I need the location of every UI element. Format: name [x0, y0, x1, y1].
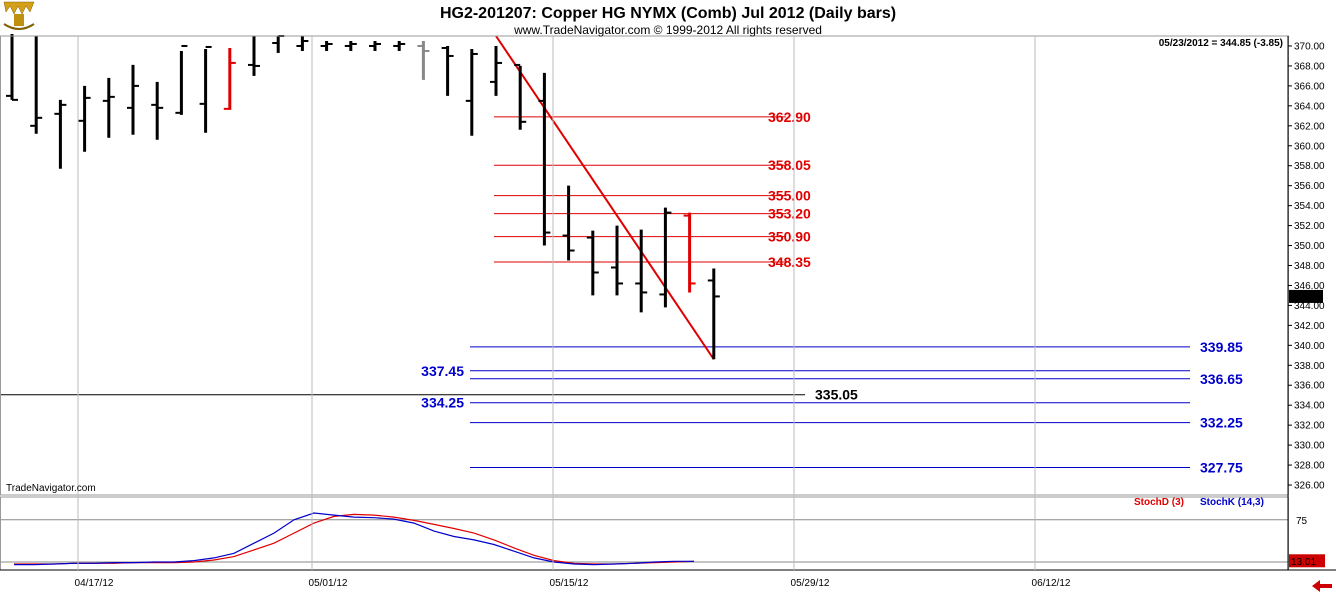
price-level-label: 358.05: [768, 157, 811, 173]
x-tick-label: 06/12/12: [1032, 578, 1071, 589]
price-plot: 362.90 358.05 355.00 353.20 350.90 348.35 339.…: [0, 34, 1243, 476]
ohlc-bar: [538, 72, 551, 246]
ohlc-bar: [369, 40, 381, 51]
ohlc-bar: [514, 63, 527, 130]
y-tick-label: 328.00: [1294, 461, 1325, 472]
ohlc-bar: [393, 40, 406, 51]
y-tick-label: 340.00: [1294, 341, 1325, 352]
ohlc-bar: [344, 40, 357, 51]
y-tick-label: 326.00: [1294, 481, 1325, 492]
anchor-logo-icon: [3, 1, 35, 30]
y-tick-label: 348.00: [1294, 261, 1325, 272]
ohlc-bar: [465, 48, 478, 136]
ohlc-bar: [175, 44, 188, 115]
ohlc-bar: [683, 212, 696, 293]
stoch-series-line: [14, 512, 694, 566]
price-panel-frame: [0, 35, 1289, 496]
y-tick-label: 352.00: [1294, 221, 1325, 232]
y-tick-label: 368.00: [1294, 61, 1325, 72]
labels: HG2-201207: Copper HG NYMX (Comb) Jul 20…: [6, 5, 1283, 494]
ohlc-bar: [199, 45, 212, 133]
ohlc-bar: [707, 268, 720, 360]
price-level-label: 335.05: [815, 387, 858, 403]
ohlc-bar: [151, 81, 164, 140]
watermark: TradeNavigator.com: [6, 483, 96, 494]
ohlc-bar: [611, 225, 623, 296]
price-level-label: 334.25: [421, 395, 464, 411]
stoch-series-line: [14, 513, 695, 565]
y-tick-label: 356.00: [1294, 181, 1325, 192]
ohlc-bar: [635, 229, 648, 313]
stoch-legend-label: StochD (3): [1134, 497, 1184, 508]
ohlc-bar: [659, 207, 672, 308]
price-level-label: 327.75: [1200, 460, 1243, 476]
stochastic-plot: StochD (3) StochK (14,3): [0, 497, 1288, 566]
y-tick-label: 358.00: [1294, 161, 1325, 172]
arrow-shape: [1312, 580, 1332, 592]
y-tick-label: 346.00: [1294, 281, 1325, 292]
price-level-label: 362.90: [768, 109, 811, 125]
price-level-label: 332.25: [1200, 415, 1243, 431]
y-tick-label: 354.00: [1294, 201, 1325, 212]
stoch-legend-label: StochK (14,3): [1200, 497, 1264, 508]
chart-title: HG2-201207: Copper HG NYMX (Comb) Jul 20…: [440, 5, 896, 22]
ohlc-bar: [320, 40, 333, 51]
ohlc-bar: [417, 40, 430, 80]
price-level-label: 336.65: [1200, 371, 1243, 387]
ohlc-bar: [296, 36, 309, 51]
price-level-label: 350.90: [768, 229, 811, 245]
x-tick-label: 05/29/12: [791, 578, 830, 589]
ohlc-bar: [586, 230, 599, 296]
price-level-label: 339.85: [1200, 339, 1243, 355]
stoch-last-label: 13.01: [1291, 557, 1316, 568]
stoch-last-box: [1289, 554, 1325, 568]
y-tick-label: 336.00: [1294, 381, 1325, 392]
ohlc-bar: [6, 34, 18, 101]
y-tick-label: 350.00: [1294, 241, 1325, 252]
ohlc-bar: [272, 35, 285, 53]
scroll-left-arrow-icon: [1312, 580, 1332, 592]
ohlc-bar: [223, 47, 236, 110]
y-tick-label: 334.00: [1294, 401, 1325, 412]
y-tick-label: 366.00: [1294, 81, 1325, 92]
ohlc-bar: [441, 45, 454, 96]
x-tick-label: 05/15/12: [550, 578, 589, 589]
y-tick-label: 370.00: [1294, 41, 1325, 52]
y-tick-label: 364.00: [1294, 101, 1325, 112]
axes: 04/17/12 05/01/12 05/15/12 05/29/12 06/12/12…: [0, 35, 1336, 592]
price-level-label: 337.45: [421, 363, 464, 379]
ohlc-bar: [562, 185, 575, 261]
trendline: [495, 35, 715, 360]
y-tick-label: 330.00: [1294, 441, 1325, 452]
ohlc-bar: [490, 45, 502, 96]
y-tick-label: 362.00: [1294, 121, 1325, 132]
last-price-label: 344.85: [1291, 292, 1322, 303]
x-tick-label: 05/01/12: [309, 578, 348, 589]
ohlc-bar: [102, 77, 115, 138]
ohlc-bar: [30, 36, 43, 134]
last-quote: 05/23/2012 = 344.85 (-3.85): [1159, 38, 1283, 49]
y-tick-label: 338.00: [1294, 361, 1325, 372]
y-tick-label: 360.00: [1294, 141, 1325, 152]
y-tick-label: 342.00: [1294, 321, 1325, 332]
x-tick-label: 04/17/12: [75, 578, 114, 589]
chart-subtitle: www.TradeNavigator.com © 1999-2012 All r…: [513, 23, 822, 37]
stoch-y-tick-label: 75: [1296, 516, 1308, 527]
last-price-box: [1289, 289, 1323, 303]
ohlc-bar: [248, 36, 260, 76]
y-tick-label: 344.00: [1294, 301, 1325, 312]
ohlc-bar: [127, 64, 139, 135]
stoch-panel-frame: [0, 496, 1289, 571]
price-level-label: 353.20: [768, 206, 811, 222]
ohlc-bar: [78, 85, 91, 152]
price-level-label: 348.35: [768, 254, 811, 270]
ohlc-bar: [54, 99, 67, 169]
price-level-label: 355.00: [768, 188, 811, 204]
y-tick-label: 332.00: [1294, 421, 1325, 432]
